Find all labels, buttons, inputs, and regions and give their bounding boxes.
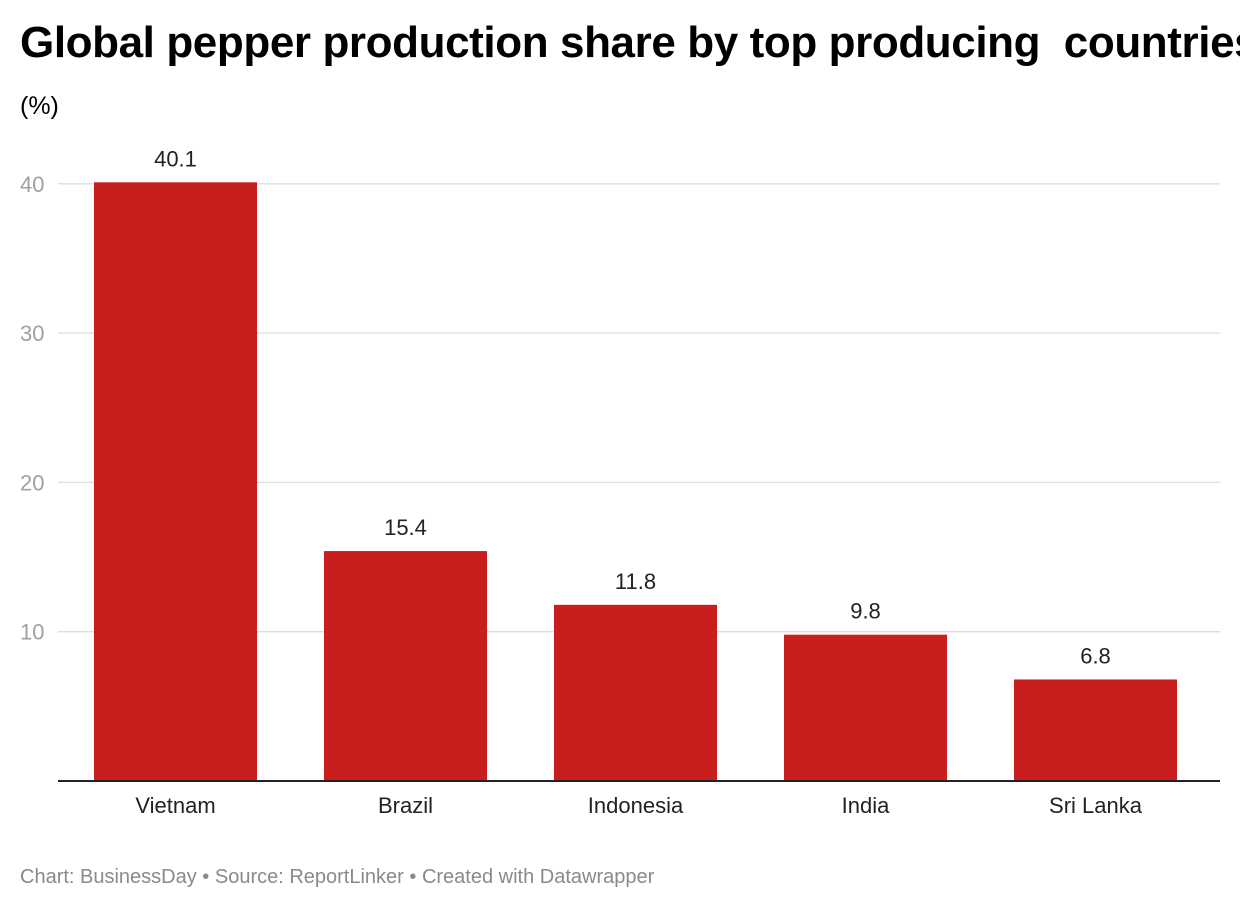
chart-footer: Chart: BusinessDay • Source: ReportLinke… — [20, 866, 655, 888]
bar — [94, 182, 257, 781]
x-tick-label: Brazil — [378, 793, 433, 818]
y-axis-unit-label: (%) — [20, 92, 59, 120]
value-label: 11.8 — [615, 569, 656, 594]
y-tick-label: 30 — [20, 321, 44, 346]
x-tick-label: Vietnam — [135, 793, 215, 818]
bar — [324, 551, 487, 781]
x-tick-label: India — [842, 793, 890, 818]
labels: 10 20 30 40 40.1 Vietnam 15.4 Brazil 11.8 Indones… — [20, 146, 1143, 818]
bar — [784, 634, 947, 781]
y-tick-label: 10 — [20, 620, 44, 645]
bar — [554, 604, 717, 781]
value-label: 15.4 — [384, 515, 427, 540]
x-tick-label: Sri Lanka — [1049, 793, 1143, 818]
value-label: 40.1 — [154, 146, 197, 171]
value-label: 6.8 — [1080, 643, 1111, 668]
bar — [1014, 679, 1177, 781]
y-tick-label: 20 — [20, 470, 44, 495]
bars — [94, 182, 1177, 781]
y-tick-label: 40 — [20, 172, 44, 197]
x-tick-label: Indonesia — [588, 793, 684, 818]
value-label: 9.8 — [850, 599, 881, 624]
chart-title: Global pepper production share by top pr… — [20, 18, 1240, 67]
